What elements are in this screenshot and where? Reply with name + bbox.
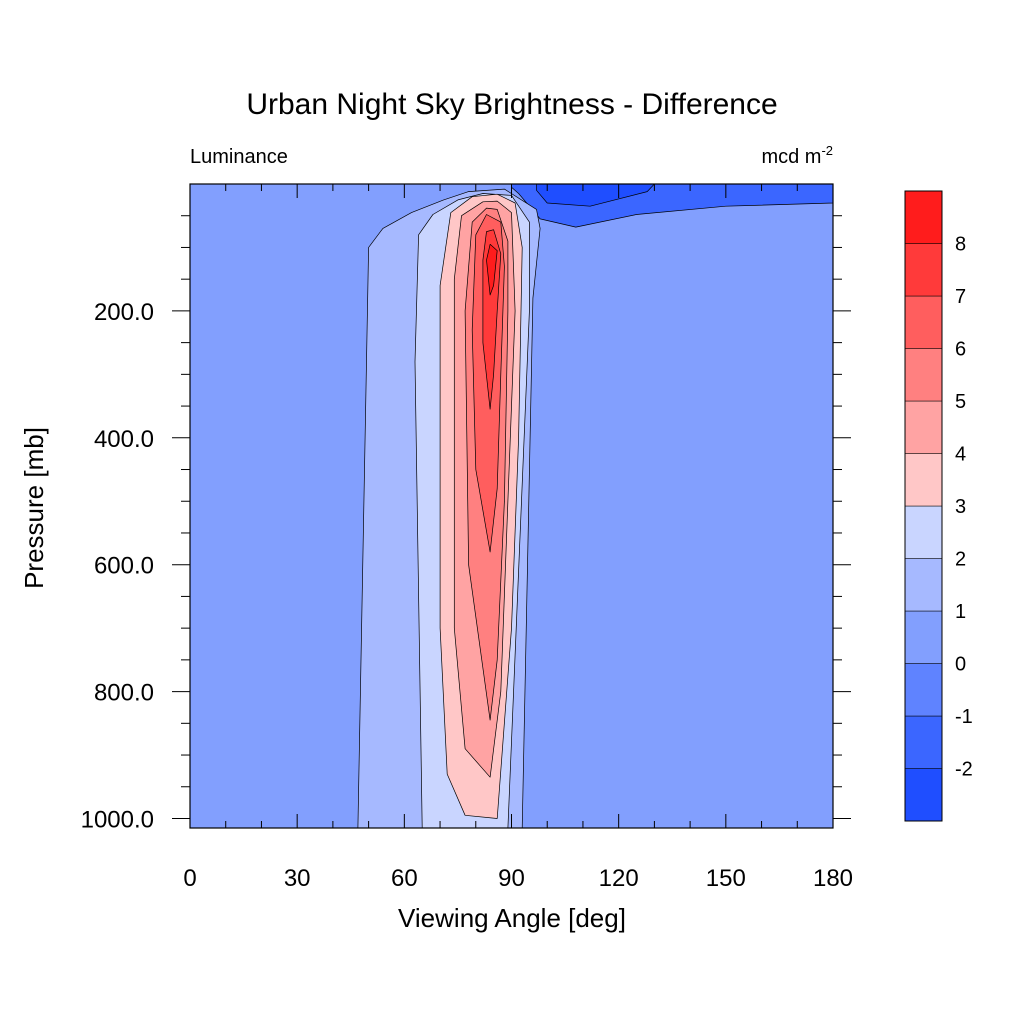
colorbar-box — [904, 558, 943, 612]
colorbar: -2 -1 0 1 2 3 4 5 6 7 8 — [904, 190, 973, 822]
colorbar-box — [904, 190, 943, 244]
left-subtitle: Luminance — [190, 146, 288, 168]
y-tick-label: 1000.0 — [81, 806, 154, 833]
y-tick-label: 200.0 — [94, 299, 154, 326]
x-tick-label: 0 — [183, 865, 196, 892]
x-tick-label: 60 — [391, 865, 418, 892]
colorbar-box — [904, 610, 943, 664]
units-exponent: -2 — [821, 143, 833, 158]
x-tick-label: 150 — [706, 865, 746, 892]
y-tick-label: 400.0 — [94, 426, 154, 453]
colorbar-box — [904, 505, 943, 559]
colorbar-box — [904, 715, 943, 769]
chart-title: Urban Night Sky Brightness - Difference — [246, 88, 777, 121]
colorbar-label: 6 — [955, 339, 966, 361]
x-axis-label: Viewing Angle [deg] — [398, 903, 626, 933]
colorbar-box — [904, 768, 943, 822]
units-subtitle: mcd m-2 — [761, 143, 833, 168]
contour-region-8 — [482, 229, 502, 410]
colorbar-box — [904, 400, 943, 454]
x-tick-label: 90 — [498, 865, 525, 892]
colorbar-frame — [904, 190, 943, 822]
x-tick-label: 120 — [599, 865, 639, 892]
colorbar-label: 5 — [955, 391, 966, 413]
contour-fills — [357, 184, 833, 828]
colorbar-label: 1 — [955, 601, 966, 623]
colorbar-label: 8 — [955, 234, 966, 256]
colorbar-box — [904, 663, 943, 717]
colorbar-label: 7 — [955, 286, 966, 308]
colorbar-label: 2 — [955, 549, 966, 571]
y-axis-label: Pressure [mb] — [19, 427, 49, 589]
axes: 0 30 60 90 120 150 180 200.0 400.0 600.0 800.0 1000… — [81, 183, 853, 892]
x-tick-label: 180 — [813, 865, 853, 892]
x-tick-label: 30 — [284, 865, 311, 892]
colorbar-label: -1 — [955, 706, 973, 728]
contour-region-9 — [486, 243, 498, 296]
colorbar-label: 3 — [955, 496, 966, 518]
colorbar-box — [904, 453, 943, 507]
colorbar-label: -2 — [955, 759, 973, 781]
y-tick-label: 800.0 — [94, 680, 154, 707]
colorbar-box — [904, 295, 943, 349]
colorbar-box — [904, 243, 943, 297]
units-base: mcd m — [761, 146, 821, 168]
y-tick-label: 600.0 — [94, 553, 154, 580]
plot-area — [190, 184, 833, 828]
colorbar-label: 0 — [955, 654, 966, 676]
colorbar-box — [904, 348, 943, 402]
colorbar-label: 4 — [955, 444, 966, 466]
contour-region-1 — [536, 184, 655, 207]
